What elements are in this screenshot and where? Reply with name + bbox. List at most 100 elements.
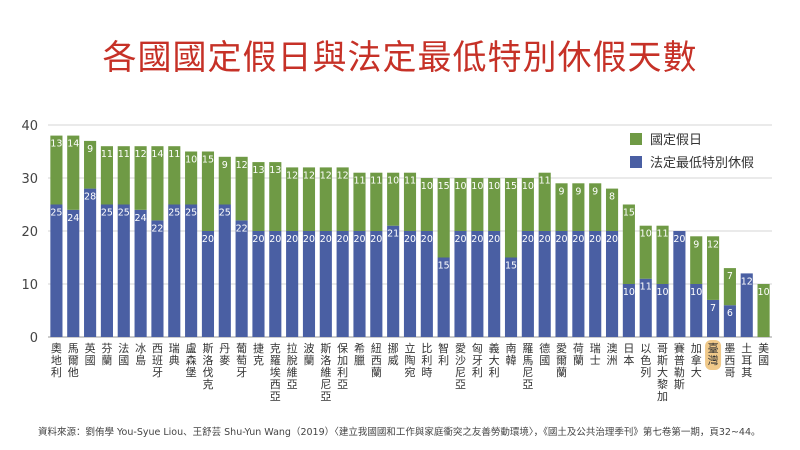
x-tick-label: 法國 bbox=[118, 341, 129, 367]
bar-leave bbox=[605, 231, 619, 337]
bar-holiday bbox=[370, 172, 383, 231]
bar-leave bbox=[218, 204, 231, 337]
legend-swatch-leave bbox=[630, 156, 642, 168]
x-tick-label: 立陶宛 bbox=[405, 341, 416, 379]
bar-leave bbox=[622, 284, 635, 337]
data-label-leave: 20 bbox=[539, 234, 551, 245]
bar-holiday bbox=[252, 162, 265, 231]
bar-leave bbox=[269, 231, 282, 337]
bar-holiday bbox=[420, 178, 433, 231]
data-label-holiday: 9 bbox=[87, 144, 93, 155]
bar-holiday bbox=[336, 167, 349, 231]
x-tick-label: 丹麥 bbox=[219, 342, 230, 367]
bar-holiday bbox=[605, 188, 619, 231]
x-tick-label: 澳洲 bbox=[607, 342, 618, 367]
bar-holiday bbox=[707, 236, 720, 300]
data-label-holiday: 10 bbox=[421, 181, 433, 192]
data-label-holiday: 13 bbox=[269, 165, 281, 176]
bar-holiday bbox=[235, 156, 248, 221]
bar-leave bbox=[319, 231, 332, 337]
bar-leave bbox=[454, 231, 467, 337]
bar-holiday bbox=[67, 135, 80, 210]
y-tick-label: 10 bbox=[21, 278, 38, 293]
data-label-holiday: 10 bbox=[758, 287, 770, 298]
y-tick-label: 40 bbox=[21, 119, 38, 134]
bar-leave bbox=[235, 220, 248, 337]
data-label-leave: 24 bbox=[67, 213, 79, 224]
data-label-leave: 20 bbox=[269, 234, 281, 245]
data-label-holiday: 10 bbox=[454, 181, 466, 192]
bar-holiday bbox=[353, 172, 366, 231]
bar-leave bbox=[471, 231, 484, 337]
x-tick-label: 南韓 bbox=[506, 342, 517, 367]
data-label-leave: 25 bbox=[219, 208, 231, 219]
bar-holiday bbox=[437, 178, 450, 258]
legend-label-holiday: 國定假日 bbox=[650, 133, 702, 148]
bar-holiday bbox=[622, 204, 635, 284]
bar-holiday bbox=[218, 156, 231, 205]
bar-holiday bbox=[134, 146, 147, 210]
data-label-leave: 28 bbox=[84, 192, 96, 203]
data-label-holiday: 10 bbox=[471, 181, 483, 192]
bar-leave bbox=[67, 209, 80, 337]
bar-holiday bbox=[201, 151, 215, 231]
bar-leave bbox=[370, 231, 383, 337]
legend-label-leave: 法定最低特別休假 bbox=[650, 156, 754, 171]
bar-holiday bbox=[555, 183, 568, 231]
data-label-leave: 20 bbox=[286, 234, 298, 245]
data-label-leave: 20 bbox=[606, 234, 618, 245]
data-label-holiday: 10 bbox=[640, 229, 652, 240]
data-label-leave: 20 bbox=[303, 234, 315, 245]
data-label-leave: 15 bbox=[438, 261, 450, 272]
x-tick-label: 日本 bbox=[623, 342, 634, 367]
bar-leave bbox=[521, 231, 534, 337]
y-tick-label: 30 bbox=[21, 172, 38, 187]
bar-leave bbox=[302, 231, 316, 337]
x-tick-label: 波蘭 bbox=[303, 342, 314, 367]
x-tick-label: 哥斯大黎加 bbox=[657, 342, 668, 403]
data-label-holiday: 8 bbox=[609, 192, 615, 203]
data-label-leave: 20 bbox=[572, 234, 584, 245]
data-label-holiday: 7 bbox=[727, 271, 733, 282]
bar-leave bbox=[336, 231, 349, 337]
x-tick-label: 瑞士 bbox=[590, 341, 601, 367]
bar-holiday bbox=[319, 167, 332, 231]
x-tick-label: 墨西哥 bbox=[724, 342, 735, 379]
bar-holiday bbox=[117, 146, 130, 205]
x-tick-label: 保加利亞 bbox=[337, 341, 348, 391]
x-tick-label: 盧森堡 bbox=[186, 341, 197, 379]
x-tick-label: 以色列 bbox=[640, 342, 651, 379]
data-label-leave: 12 bbox=[741, 276, 753, 287]
bar-holiday bbox=[589, 183, 602, 231]
x-tick-label: 奧地利 bbox=[51, 342, 62, 379]
bar-leave bbox=[723, 305, 736, 337]
bar-holiday bbox=[269, 162, 282, 231]
data-label-leave: 20 bbox=[488, 234, 500, 245]
data-label-leave: 25 bbox=[101, 208, 113, 219]
data-label-holiday: 12 bbox=[135, 149, 147, 160]
data-label-holiday: 10 bbox=[522, 181, 534, 192]
bar-leave bbox=[420, 231, 433, 337]
highlight-marker bbox=[705, 340, 722, 370]
x-tick-label: 紐西蘭 bbox=[371, 342, 382, 379]
bar-leave bbox=[504, 257, 518, 337]
bar-holiday bbox=[168, 146, 181, 205]
data-label-leave: 20 bbox=[370, 234, 382, 245]
x-tick-label: 德國 bbox=[539, 341, 550, 367]
bar-holiday bbox=[286, 167, 299, 231]
bar-leave bbox=[673, 231, 686, 337]
data-label-leave: 20 bbox=[454, 234, 466, 245]
data-label-holiday: 9 bbox=[222, 160, 228, 171]
x-tick-label: 比利時 bbox=[421, 342, 432, 379]
data-label-leave: 25 bbox=[50, 208, 62, 219]
data-label-leave: 20 bbox=[404, 234, 416, 245]
data-label-holiday: 14 bbox=[67, 139, 79, 150]
y-tick-label: 0 bbox=[30, 331, 38, 346]
data-label-leave: 7 bbox=[710, 303, 716, 314]
data-label-leave: 21 bbox=[387, 229, 399, 240]
data-label-holiday: 9 bbox=[693, 239, 699, 250]
x-tick-label: 挪威 bbox=[388, 341, 399, 367]
data-label-leave: 25 bbox=[185, 208, 197, 219]
x-tick-label: 斯洛維尼亞 bbox=[320, 342, 331, 403]
